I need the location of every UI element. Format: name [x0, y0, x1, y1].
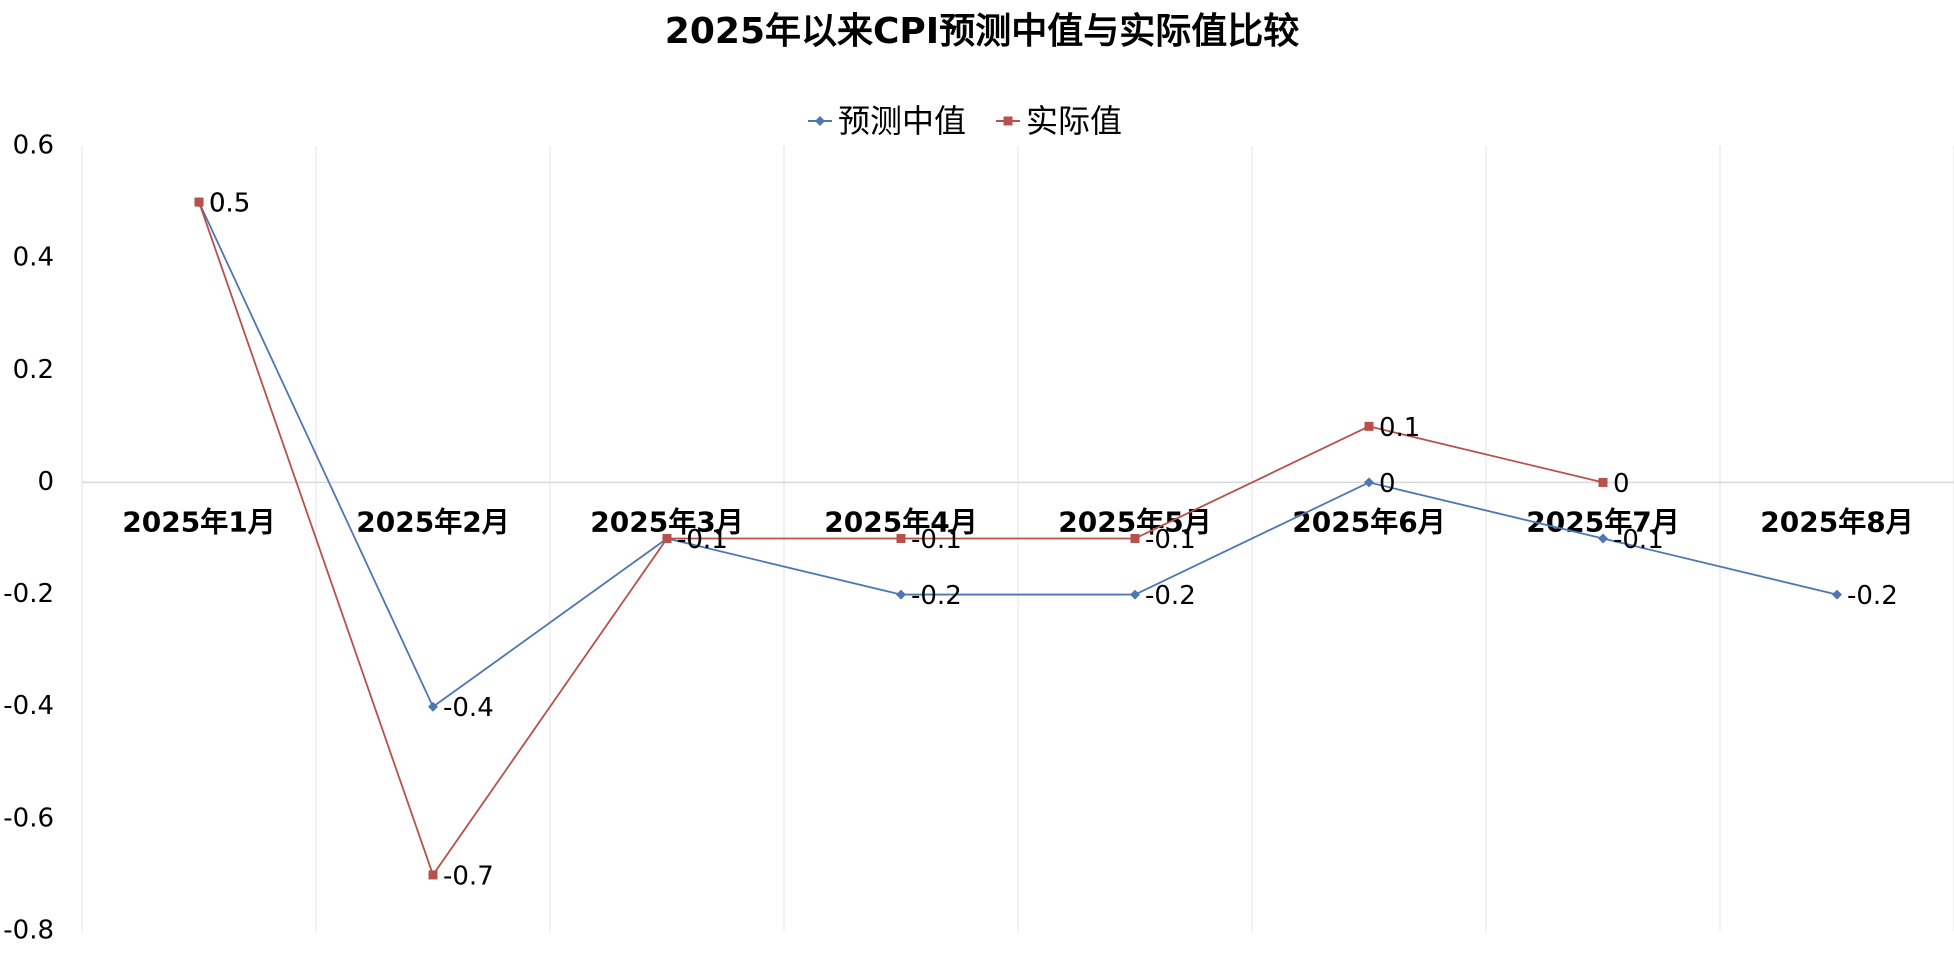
point-marker: [1832, 589, 1842, 600]
point-marker: [194, 197, 204, 207]
x-tick-label: 2025年3月: [590, 505, 743, 538]
legend-marker: [1003, 116, 1013, 126]
data-label: -0.2: [1145, 581, 1196, 611]
data-label: -0.1: [677, 525, 728, 555]
y-tick-label: 0.2: [13, 355, 54, 385]
point-marker: [1130, 534, 1140, 543]
legend-label: 预测中值: [838, 102, 966, 140]
x-tick-label: 2025年6月: [1292, 505, 1445, 538]
y-tick-label: -0.6: [3, 803, 54, 833]
point-marker: [1598, 477, 1608, 487]
x-tick-label: 2025年8月: [1760, 505, 1913, 538]
series-line: [198, 201, 1838, 709]
x-tick-label: 2025年5月: [1058, 505, 1211, 538]
chart-title: 2025年以来CPI预测中值与实际值比较: [665, 11, 1299, 52]
point-marker: [1364, 421, 1374, 431]
y-tick-label: -0.8: [3, 916, 54, 946]
x-tick-label: 2025年4月: [824, 505, 977, 538]
data-label: 0.5: [209, 189, 250, 219]
y-tick-label: 0.6: [13, 131, 54, 161]
y-tick-label: 0: [37, 467, 54, 497]
legend: 预测中值 实际值: [808, 102, 1122, 140]
point-marker: [896, 534, 906, 543]
data-label: 0.5: [209, 189, 250, 219]
data-label: -0.1: [911, 525, 962, 555]
point-marker: [1130, 589, 1140, 600]
data-label: -0.1: [1145, 525, 1196, 555]
data-label: -0.1: [1613, 525, 1664, 555]
data-label: 0.1: [1379, 413, 1420, 443]
point-marker: [1598, 533, 1608, 544]
legend-marker: [815, 116, 825, 126]
data-label: -0.4: [443, 693, 494, 723]
y-tick-label: -0.4: [3, 691, 54, 721]
y-tick-label: 0.4: [13, 243, 54, 273]
y-tick-label: -0.2: [3, 579, 54, 609]
data-label: 0: [1613, 469, 1630, 499]
data-label: -0.7: [443, 861, 494, 891]
data-label: -0.2: [1847, 581, 1898, 611]
x-tick-label: 2025年7月: [1526, 505, 1679, 538]
data-label: -0.2: [911, 581, 962, 611]
data-label: -0.1: [677, 525, 728, 555]
point-marker: [1364, 477, 1374, 488]
point-marker: [896, 589, 906, 600]
point-marker: [662, 534, 672, 543]
point-marker: [428, 870, 438, 880]
x-tick-label: 2025年2月: [356, 505, 509, 538]
point-marker: [428, 701, 438, 712]
data-label: 0: [1379, 469, 1396, 499]
legend-label: 实际值: [1026, 102, 1122, 140]
x-tick-label: 2025年1月: [122, 505, 275, 538]
